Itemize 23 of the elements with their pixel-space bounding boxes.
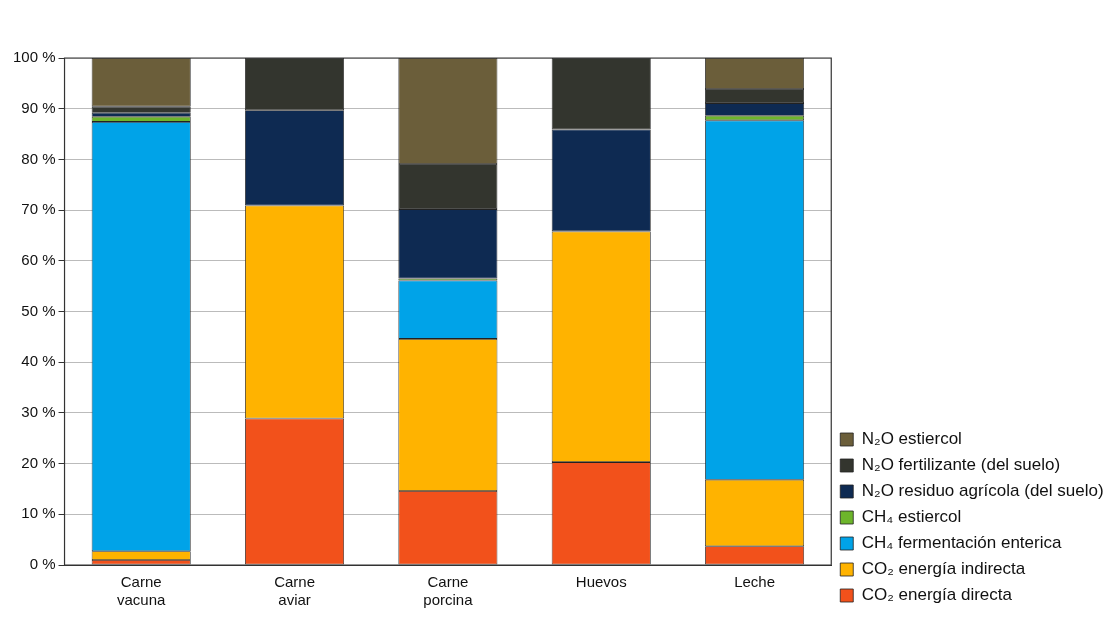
- y-tick-label: 50 %: [21, 301, 56, 319]
- y-tick-label: 70 %: [21, 200, 56, 218]
- y-tick-label: 10 %: [21, 504, 56, 522]
- y-tick-label: 80 %: [21, 149, 56, 167]
- legend-label: N₂O estiercol: [861, 429, 962, 449]
- legend-label: CO₂ energía directa: [861, 585, 1013, 605]
- y-tick-label: 20 %: [21, 453, 56, 471]
- y-tick-label: 0 %: [29, 555, 56, 573]
- x-tick-label: Huevos: [575, 573, 627, 591]
- x-tick-label: Carne porcina: [423, 573, 474, 609]
- x-tick-label: Carne aviar: [274, 573, 315, 609]
- legend-label: CO₂ energía indirecta: [861, 559, 1026, 579]
- x-tick-label: Carne vacuna: [117, 573, 167, 609]
- legend-label: N₂O residuo agrícola (del suelo): [861, 481, 1104, 501]
- y-tick-label: 60 %: [21, 250, 56, 268]
- y-tick-label: 40 %: [21, 352, 56, 370]
- y-tick-label: 90 %: [21, 98, 56, 116]
- legend-label: N₂O fertilizante (del suelo): [861, 455, 1061, 475]
- legend-label: CH₄ fermentación enterica: [861, 533, 1062, 553]
- y-tick-label: 100 %: [12, 48, 56, 66]
- legend-label: CH₄ estiercol: [861, 507, 962, 527]
- y-tick-label: 30 %: [21, 403, 56, 421]
- x-tick-label: Leche: [734, 573, 776, 591]
